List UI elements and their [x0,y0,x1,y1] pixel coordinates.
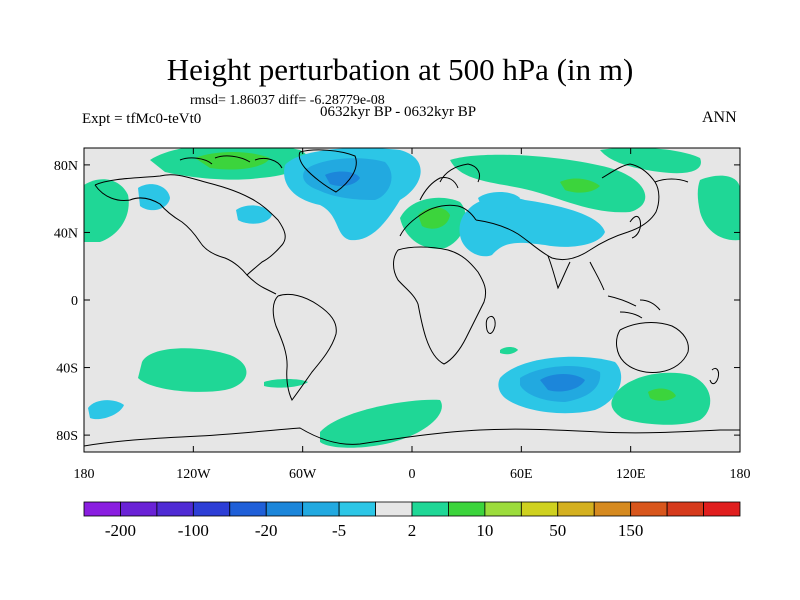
colorbar-box [630,501,668,517]
colorbar-box [703,501,741,517]
colorbar-box [338,501,376,517]
lat-tick-label: 80S [56,429,78,444]
great-lakes-low [236,205,272,224]
siberia-high [450,154,646,213]
colorbar-label: 150 [618,521,644,540]
central-asia-low-west [478,192,520,210]
coast-madagascar [485,315,496,334]
colorbar-box [593,501,632,517]
coastlines [84,149,740,447]
colorbar: -200 -100 -20 -5 2 10 50 150 [83,501,741,540]
colorbar-box [557,501,595,517]
coast-greenland [298,149,357,193]
period-label: 0632kyr BP - 0632kyr BP [320,104,477,120]
coast-southeast-asia [589,261,661,319]
lat-tick-label: 0 [71,294,78,309]
lon-tick-label: 60W [289,467,317,482]
w-canada-high [84,179,129,242]
coast-central-america [246,274,277,295]
longitude-axis: 180 120W 60W 0 60E 120E 180 [74,148,751,482]
colorbar-box [411,501,449,517]
latitude-axis: 80N 40N 0 40S 80S [54,159,740,444]
coast-india [547,255,571,290]
europe-high-core [418,207,450,229]
contour-field [84,148,740,448]
australia-south-high-core [648,388,676,401]
colorbar-box [375,501,413,517]
lon-tick-label: 0 [409,467,416,482]
brazil-offshore-high [500,347,518,355]
alaska-low [138,184,170,211]
lon-tick-label: 60E [510,467,533,482]
lat-tick-label: 40S [56,362,78,377]
s-pacific-low [88,400,124,420]
colorbar-box [120,501,158,517]
colorbar-label: -20 [255,521,278,540]
colorbar-box [302,501,340,517]
colorbar-box [520,501,559,517]
colorbar-label: -200 [105,521,136,540]
experiment-label: Expt = tfMc0-teVt0 [82,111,202,127]
colorbar-box [666,501,704,517]
colorbar-box [192,501,231,517]
lon-tick-label: 120W [176,467,211,482]
lat-tick-label: 80N [54,159,78,174]
colorbar-box [448,501,486,517]
canada-high-core [195,152,270,170]
central-asia-low [459,197,605,257]
coast-japan [629,215,641,239]
nw-pacific-high [600,148,701,174]
coast-canadian-archipelago [179,155,283,169]
lon-tick-label: 120E [616,467,646,482]
colorbar-label: -100 [178,521,209,540]
coast-new-zealand [709,367,719,385]
indian-ocean-low-core [540,374,585,392]
coast-south-america [272,293,337,401]
coast-australia [616,322,689,373]
coast-scandinavia [439,163,481,183]
siberia-high-core [560,178,600,193]
season-label: ANN [702,109,737,126]
colorbar-label: 2 [408,521,417,540]
plot-title: Height perturbation at 500 hPa (in m) [166,52,634,87]
rmsd-diff-stats: rmsd= 1.86037 diff= -6.28779e-08 [190,93,385,108]
coast-north-america [94,174,286,276]
chile-high [264,379,308,388]
lon-tick-label: 180 [74,467,95,482]
greenland-low-core [325,171,360,186]
lon-tick-label: 180 [730,467,751,482]
coast-africa [393,246,487,365]
colorbar-box [484,501,522,517]
colorbar-box [156,501,194,517]
coast-antarctica [84,427,740,447]
colorbar-label: 10 [476,521,493,540]
s-pacific-high [138,348,247,392]
colorbar-label: 50 [549,521,566,540]
lat-tick-label: 40N [54,226,78,241]
ne-pacific-high [697,175,740,241]
antarctic-high [320,399,442,448]
colorbar-label: -5 [332,521,346,540]
colorbar-box [229,501,267,517]
coast-europe [399,177,477,237]
coast-asia [475,163,689,261]
colorbar-box [83,501,121,517]
colorbar-box [265,501,304,517]
